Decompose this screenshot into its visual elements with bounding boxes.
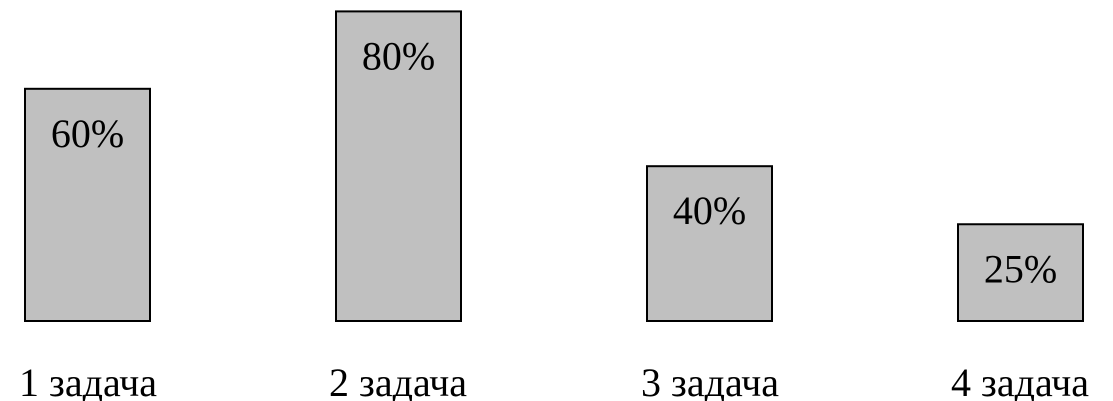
category-label-1: 1 задача <box>19 360 157 401</box>
bars-group <box>24 10 1084 323</box>
bar-1 <box>24 87 151 322</box>
category-label-2: 2 задача <box>329 360 467 401</box>
category-labels-group: 1 задача 2 задача 3 задача 4 задача <box>19 360 1089 401</box>
value-label-3: 40% <box>673 188 746 233</box>
bar-2 <box>335 10 462 323</box>
value-label-1: 60% <box>51 111 124 156</box>
category-label-3: 3 задача <box>641 360 779 401</box>
value-label-4: 25% <box>984 246 1057 291</box>
category-label-4: 4 задача <box>951 360 1089 401</box>
bar-3 <box>646 165 773 322</box>
value-label-2: 80% <box>362 33 435 78</box>
value-labels-group: 60% 80% 40% 25% <box>51 33 1057 291</box>
bar-4 <box>957 223 1084 322</box>
